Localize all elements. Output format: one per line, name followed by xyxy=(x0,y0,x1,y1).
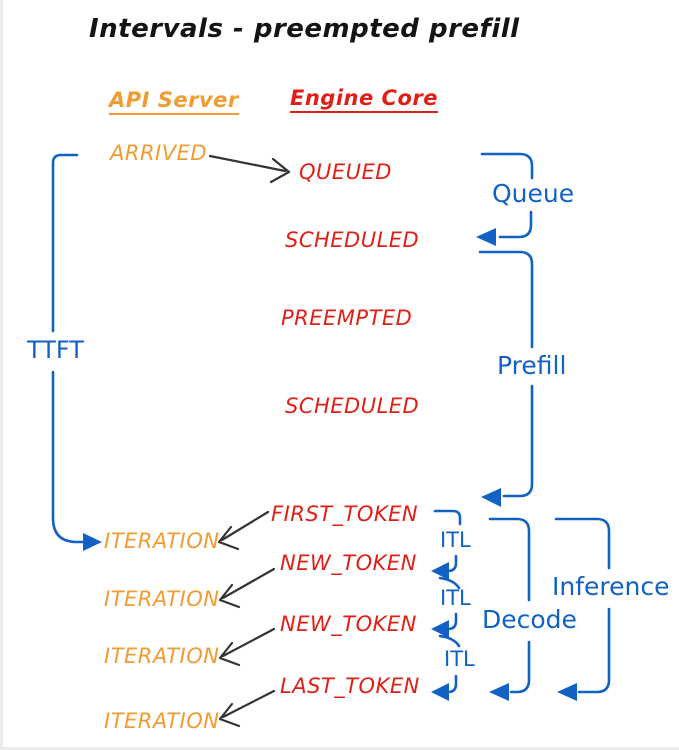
new-token2-to-iteration-arrow xyxy=(218,627,276,667)
event-preempted: PREEMPTED xyxy=(281,306,413,330)
itl1-bracket-top xyxy=(433,509,462,526)
itl2-arrowhead xyxy=(431,620,449,638)
last-token-to-iteration-arrow xyxy=(218,689,276,728)
itl2-hook xyxy=(446,612,458,631)
decode-bracket-bottom xyxy=(509,640,531,694)
decode-arrowhead xyxy=(489,683,509,701)
inference-bracket-bottom xyxy=(577,607,611,694)
interval-label-ttft: TTFT xyxy=(27,336,84,364)
interval-arrowheads xyxy=(83,228,577,701)
interval-label-itl-2: ITL xyxy=(440,586,471,610)
event-arrived: ARRIVED xyxy=(110,141,208,165)
event-new-token-1: NEW_TOKEN xyxy=(280,551,417,575)
interval-label-itl-1: ITL xyxy=(440,528,471,552)
ttft-bracket-top xyxy=(51,153,79,333)
event-first-token: FIRST_TOKEN xyxy=(271,502,419,526)
first-token-to-iteration-arrow xyxy=(217,510,270,551)
itl1-arrowhead xyxy=(431,562,449,580)
arrived-to-queued-arrow xyxy=(208,154,291,184)
decode-bracket-top xyxy=(488,517,531,602)
interval-label-itl-3: ITL xyxy=(444,647,475,671)
itl2-bracket-top xyxy=(438,576,461,590)
event-queued: QUEUED xyxy=(299,160,392,184)
interval-label-inference: Inference xyxy=(552,572,670,601)
interval-brackets xyxy=(51,152,611,694)
queue-bracket-top xyxy=(480,152,534,180)
prefill-arrowhead xyxy=(481,488,501,507)
event-iteration-3: ITERATION xyxy=(104,644,220,668)
itl3-arrowhead xyxy=(431,683,449,701)
ttft-bracket-bottom xyxy=(51,370,90,544)
itl3-hook xyxy=(446,674,458,694)
event-iteration-1: ITERATION xyxy=(104,529,220,553)
event-last-token: LAST_TOKEN xyxy=(280,674,420,698)
prefill-bracket-bottom xyxy=(502,384,534,498)
event-iteration-2: ITERATION xyxy=(104,587,220,611)
interval-label-queue: Queue xyxy=(492,179,575,208)
diagram-wires xyxy=(51,152,611,728)
interval-label-prefill: Prefill xyxy=(497,351,567,380)
prefill-bracket-top xyxy=(478,250,534,349)
column-header-engine-core: Engine Core xyxy=(290,87,438,114)
interval-label-decode: Decode xyxy=(482,605,577,634)
event-scheduled-2: SCHEDULED xyxy=(285,394,420,418)
event-iteration-4: ITERATION xyxy=(104,709,220,733)
queue-bracket-bottom xyxy=(498,210,533,239)
inference-bracket-top xyxy=(554,517,611,570)
page-title: Intervals - preempted prefill xyxy=(89,14,520,44)
column-header-api-server: API Server xyxy=(109,89,239,116)
inference-arrowhead xyxy=(557,683,577,701)
event-new-token-2: NEW_TOKEN xyxy=(280,612,417,636)
queue-arrowhead xyxy=(476,228,496,246)
new-token1-to-iteration-arrow xyxy=(218,567,276,609)
event-arrows xyxy=(208,154,291,728)
itl3-bracket-top xyxy=(438,634,461,648)
event-scheduled-1: SCHEDULED xyxy=(285,228,420,252)
ttft-arrowhead xyxy=(83,533,102,551)
itl1-hook xyxy=(446,554,458,573)
